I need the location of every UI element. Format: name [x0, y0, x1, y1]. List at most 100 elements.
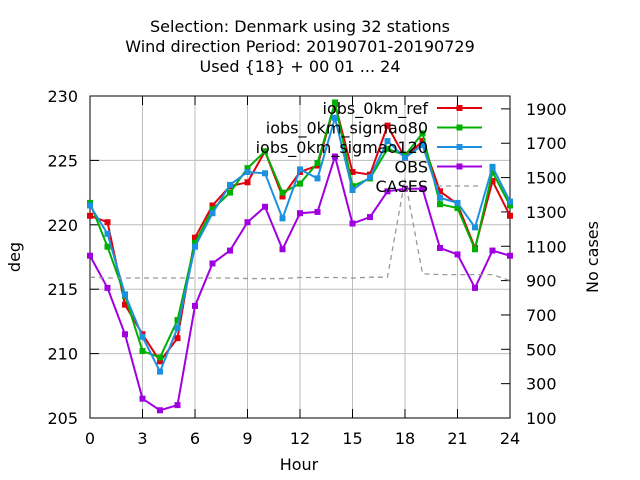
data-point [472, 224, 478, 231]
x-tick-label: 18 [395, 429, 415, 448]
data-point [437, 194, 443, 201]
x-tick-label: 21 [447, 429, 467, 448]
data-point [244, 179, 251, 186]
data-point [332, 153, 338, 160]
data-point [402, 154, 408, 161]
data-point [507, 198, 513, 205]
data-point [104, 284, 111, 291]
data-point [314, 208, 321, 215]
data-point [314, 159, 321, 166]
x-tick-label: 9 [242, 429, 252, 448]
data-point [349, 187, 356, 194]
y2-tick-label: 500 [526, 340, 557, 359]
series-iobs-0km-sigmao120 [87, 114, 513, 375]
data-point [244, 168, 251, 175]
data-point [157, 407, 163, 414]
legend-marker [456, 163, 463, 170]
data-point [227, 247, 233, 254]
legend-label: iobs_0km_sigmao80 [266, 119, 428, 139]
data-point [192, 239, 198, 246]
data-point [139, 348, 146, 355]
y2-tick-label: 700 [526, 306, 557, 325]
data-point [87, 212, 93, 219]
x-axis-label: Hour [280, 455, 319, 474]
y-tick-label: 220 [47, 216, 78, 235]
data-point [104, 219, 111, 226]
series-cases [89, 179, 511, 282]
data-point [139, 333, 146, 340]
data-point [437, 244, 443, 251]
data-point [419, 185, 426, 192]
title-line-1: Selection: Denmark using 32 stations [150, 17, 450, 36]
data-point [489, 163, 496, 170]
x-tick-label: 6 [190, 429, 200, 448]
title-line-3: Used {18} + 00 01 ... 24 [199, 57, 400, 76]
data-point [472, 284, 478, 291]
legend-marker [456, 105, 463, 111]
data-point [384, 138, 391, 145]
data-point [507, 252, 513, 259]
data-point [367, 174, 373, 181]
data-point [279, 246, 286, 253]
data-point [244, 165, 251, 172]
data-point [244, 219, 251, 226]
data-point [209, 206, 216, 213]
y-tick-label: 210 [47, 345, 78, 364]
data-point [104, 230, 111, 237]
legend-marker [456, 124, 463, 131]
data-point [507, 212, 513, 219]
legend-marker [456, 144, 463, 150]
data-point [174, 335, 181, 342]
data-point [122, 301, 128, 308]
data-point [507, 202, 513, 209]
data-point [367, 214, 373, 221]
data-point [262, 170, 268, 177]
data-point [349, 220, 356, 227]
y2-tick-label: 1500 [526, 169, 567, 188]
chart-title: Selection: Denmark using 32 stations Win… [125, 17, 475, 76]
data-point [157, 358, 163, 365]
data-point [262, 203, 268, 210]
legend: iobs_0km_refiobs_0km_sigmao80iobs_0km_si… [256, 99, 482, 196]
x-tick-label: 0 [85, 429, 95, 448]
x-tick-label: 3 [137, 429, 147, 448]
data-point [174, 324, 181, 331]
data-point [349, 168, 356, 175]
series-group [87, 99, 513, 414]
data-point [332, 114, 338, 121]
y-tick-label: 225 [47, 151, 78, 170]
data-point [157, 354, 163, 361]
data-point [454, 251, 461, 258]
data-point [227, 181, 233, 188]
data-point [192, 234, 198, 241]
data-point [454, 205, 461, 212]
data-point [419, 138, 426, 145]
y2-tick-label: 1700 [526, 134, 567, 153]
data-point [454, 199, 461, 206]
y-tick-label: 205 [47, 409, 78, 428]
x-tick-label: 24 [500, 429, 520, 448]
data-point [489, 247, 496, 254]
series-obs [87, 152, 513, 414]
data-point [139, 395, 146, 402]
data-point [279, 193, 286, 200]
data-point [174, 317, 181, 324]
data-point [437, 201, 443, 208]
data-point [174, 402, 181, 409]
axis-ticks: 0 3 6 9 12 15 18 21 24 205 210 215 220 225 230 100 300 50… [47, 87, 566, 448]
y-tick-label: 230 [47, 87, 78, 106]
data-point [384, 188, 391, 195]
data-point [262, 148, 268, 155]
legend-label: CASES [375, 177, 428, 196]
y2-tick-label: 100 [526, 409, 557, 428]
data-point [104, 243, 111, 250]
data-point [419, 130, 426, 137]
data-point [402, 185, 408, 192]
x-tick-label: 12 [290, 429, 310, 448]
data-point [314, 175, 321, 182]
data-point [279, 215, 286, 222]
data-point [384, 145, 391, 152]
y2-tick-label: 900 [526, 272, 557, 291]
data-point [192, 302, 198, 309]
y2-tick-label: 300 [526, 375, 557, 394]
